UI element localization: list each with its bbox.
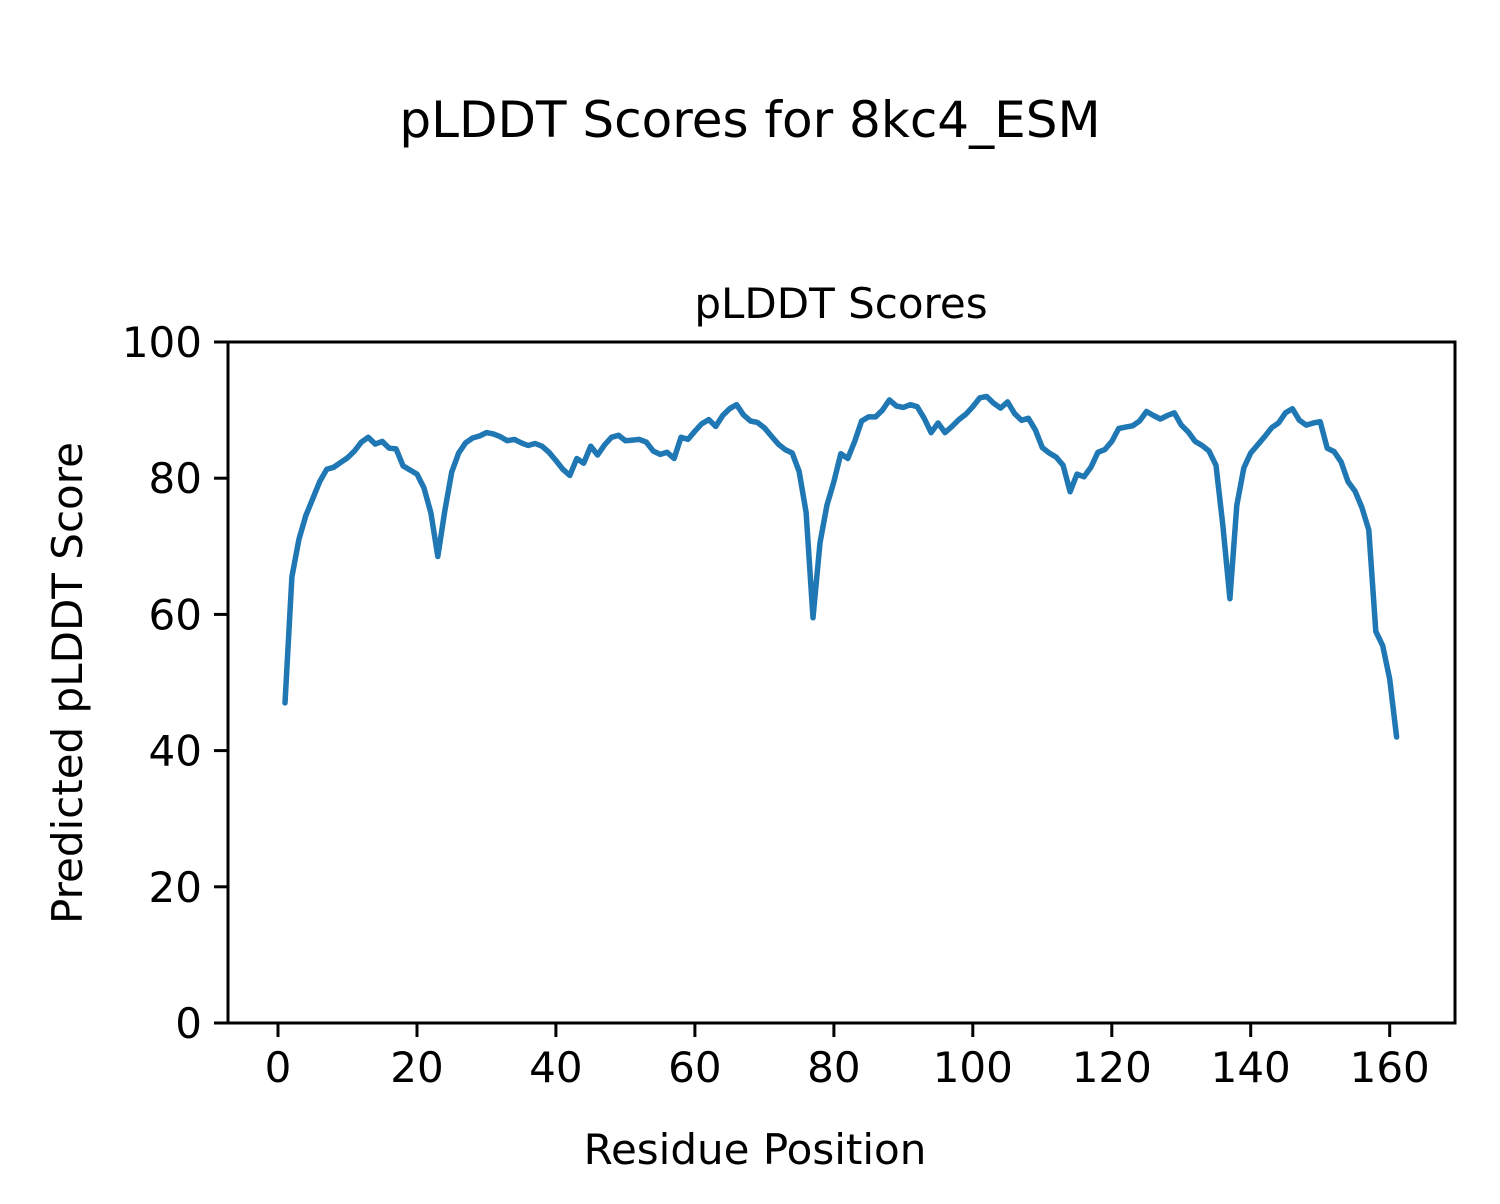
x-tick-label: 100 (933, 1043, 1013, 1092)
y-tick-label: 100 (122, 318, 202, 367)
x-tick-label: 80 (807, 1043, 860, 1092)
x-tick-label: 160 (1350, 1043, 1430, 1092)
plot-area-spines (226, 340, 1457, 1025)
x-axis-label: Residue Position (584, 1125, 927, 1174)
x-tick-label: 120 (1072, 1043, 1152, 1092)
y-tick-label: 80 (149, 454, 202, 503)
y-tick-label: 40 (149, 727, 202, 776)
plddt-series-line (282, 393, 1400, 740)
x-tick-label: 140 (1211, 1043, 1291, 1092)
y-tick-label: 0 (175, 999, 202, 1048)
y-tick-label: 60 (149, 590, 202, 639)
y-axis-label: Predicted pLDDT Score (43, 442, 92, 924)
x-axis-ticks: 0 20 40 60 80 100 120 140 160 (265, 1023, 1430, 1092)
x-tick-label: 40 (529, 1043, 582, 1092)
y-tick-label: 20 (149, 863, 202, 912)
y-axis-ticks: 0 20 40 60 80 100 (122, 318, 228, 1048)
axes-title: pLDDT Scores (694, 279, 987, 328)
x-tick-label: 60 (668, 1043, 721, 1092)
figure-title: pLDDT Scores for 8kc4_ESM (399, 91, 1100, 149)
x-tick-label: 20 (390, 1043, 443, 1092)
x-tick-label: 0 (265, 1043, 292, 1092)
